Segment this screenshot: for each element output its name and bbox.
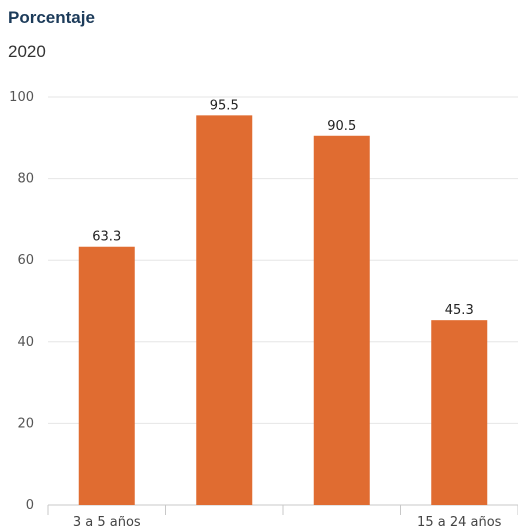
data-label: 63.3 xyxy=(92,230,121,245)
bar xyxy=(431,320,488,505)
x-tick-label: 3 a 5 años xyxy=(73,515,141,528)
data-label: 95.5 xyxy=(210,98,239,113)
y-tick-label: 40 xyxy=(17,335,34,350)
y-tick-label: 60 xyxy=(17,253,34,268)
y-tick-label: 20 xyxy=(17,416,34,431)
y-tick-label: 0 xyxy=(26,498,34,513)
data-label: 45.3 xyxy=(445,303,474,318)
y-tick-label: 80 xyxy=(17,172,34,187)
data-label: 90.5 xyxy=(327,119,356,134)
x-tick-label: 15 a 24 años xyxy=(417,515,502,528)
bar xyxy=(196,115,253,506)
bar xyxy=(78,246,135,505)
bar xyxy=(313,135,370,505)
y-tick-label: 100 xyxy=(9,90,34,105)
chart-title: Porcentaje xyxy=(8,8,95,27)
chart-subtitle: 2020 xyxy=(8,42,46,61)
